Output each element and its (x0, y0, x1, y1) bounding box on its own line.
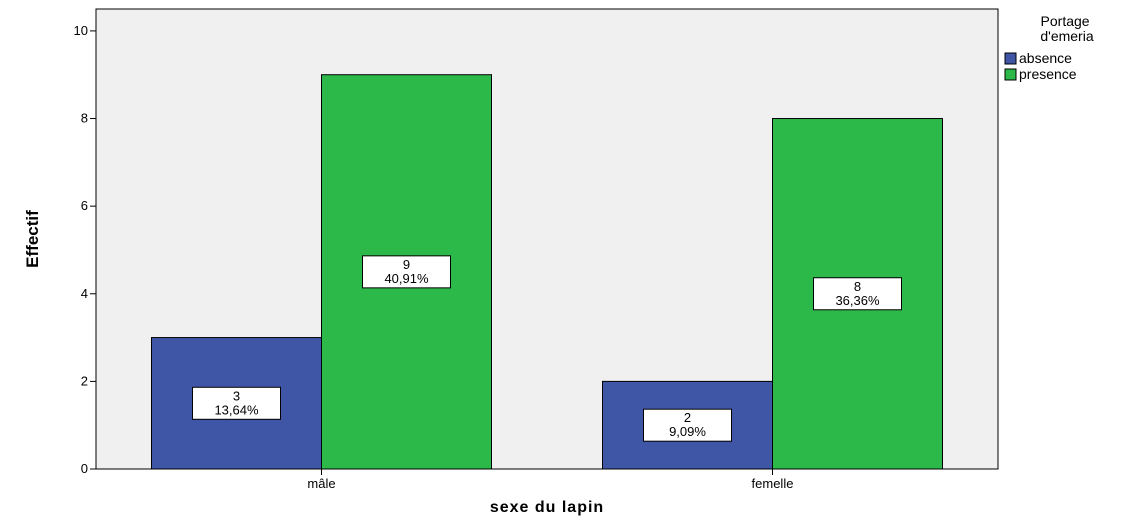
y-tick-label: 6 (81, 198, 88, 213)
y-tick-label: 2 (81, 373, 88, 388)
data-label-percent: 13,64% (214, 402, 259, 417)
y-tick-label: 0 (81, 461, 88, 476)
y-axis-title: Effectif (23, 210, 42, 268)
legend-title-line-1: Portage (1041, 13, 1090, 29)
data-label-count: 2 (684, 410, 691, 425)
data-label-count: 8 (854, 279, 861, 294)
data-label: 8 36,36% (814, 278, 902, 310)
x-axis: mâle femelle (307, 469, 793, 491)
x-axis-title: sexe du lapin (490, 499, 604, 516)
data-label: 9 40,91% (363, 256, 451, 288)
x-tick-label: femelle (752, 476, 794, 491)
data-label-count: 3 (233, 388, 240, 403)
legend-swatch-absence (1005, 53, 1016, 64)
x-tick-label: mâle (307, 476, 335, 491)
data-label-percent: 36,36% (835, 293, 880, 308)
y-axis: 0 2 4 6 8 10 (74, 9, 96, 476)
legend-title: Portage d'emeria (1040, 13, 1093, 44)
legend-swatch-presence (1005, 69, 1016, 80)
legend-label-absence: absence (1019, 50, 1072, 66)
data-label-percent: 9,09% (669, 424, 706, 439)
legend-title-line-2: d'emeria (1040, 28, 1093, 44)
data-label: 2 9,09% (644, 409, 732, 441)
data-label-count: 9 (403, 257, 410, 272)
legend-label-presence: presence (1019, 66, 1077, 82)
y-tick-label: 8 (81, 111, 88, 126)
y-tick-label: 4 (81, 286, 88, 301)
data-label: 3 13,64% (193, 387, 281, 419)
y-tick-label: 10 (74, 23, 88, 38)
data-label-percent: 40,91% (384, 271, 429, 286)
